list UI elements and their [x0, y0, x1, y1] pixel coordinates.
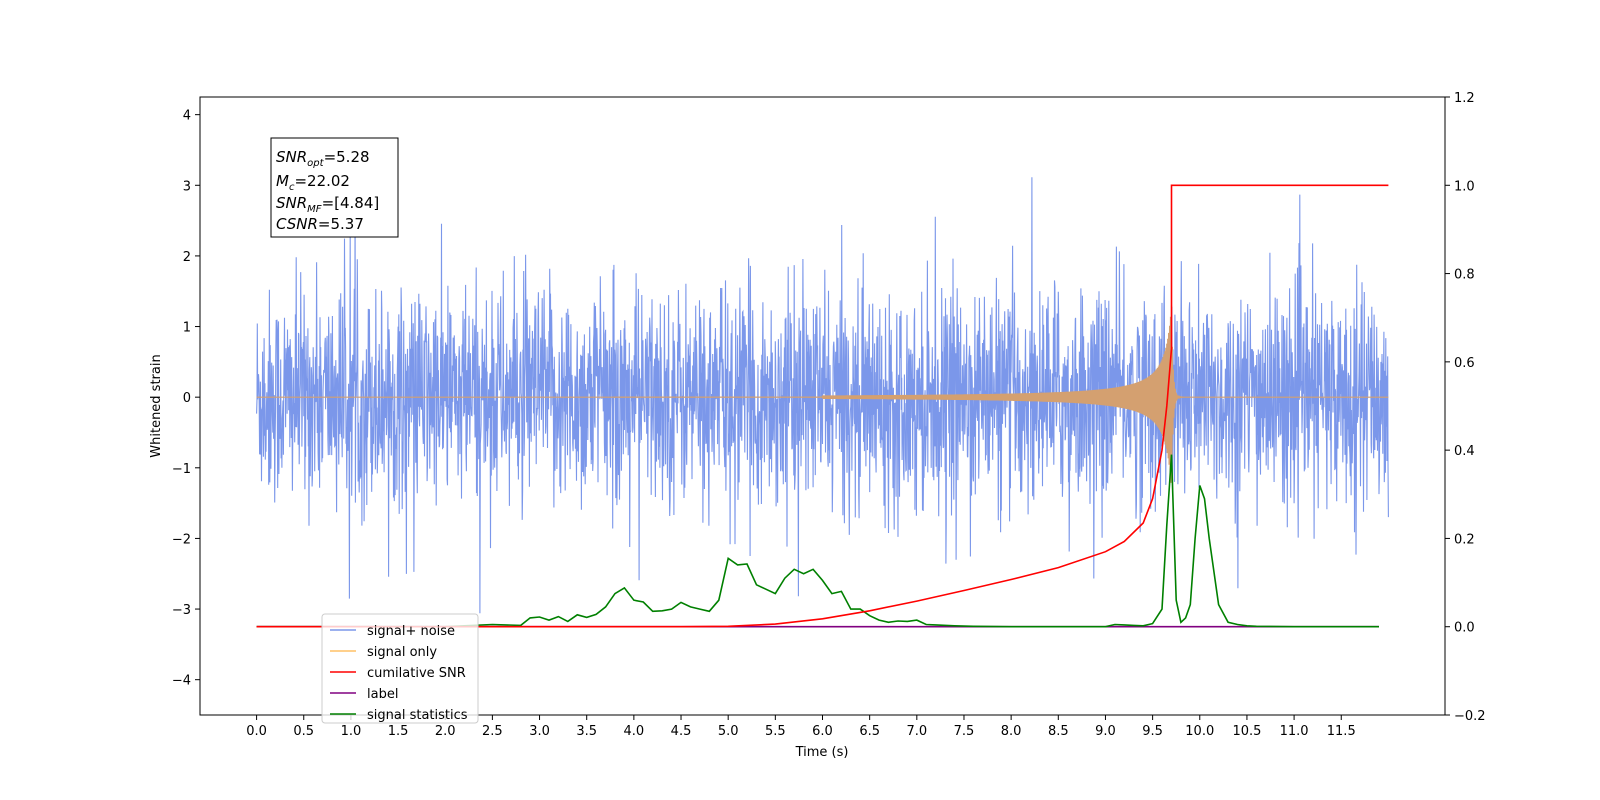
x-tick-label: 9.5 [1142, 724, 1163, 739]
y2-tick-label: 0.0 [1454, 621, 1475, 636]
x-tick-label: 8.5 [1048, 724, 1069, 739]
x-tick-label: 1.0 [341, 724, 362, 739]
x-axis: 0.0 0.5 1.0 1.5 2.0 2.5 3.0 3.5 4.0 4.5 5.0 5.5 6.0 6… [246, 715, 1356, 739]
y2-tick-label: 0.6 [1454, 356, 1475, 371]
series-signal-only [256, 305, 1389, 483]
x-tick-label: 2.5 [482, 724, 503, 739]
x-tick-label: 9.0 [1095, 724, 1116, 739]
x-tick-label: 7.5 [954, 724, 975, 739]
annotation-snr-opt: SNRopt=5.28 [276, 148, 370, 169]
series-signal-noise [256, 177, 1389, 614]
legend-entry: signal statistics [367, 708, 468, 723]
y-tick-label: 0 [183, 391, 191, 406]
x-tick-label: 11.0 [1280, 724, 1309, 739]
y-axis-right: 1.2 1.0 0.8 0.6 0.4 0.2 0.0 −0.2 [1445, 91, 1486, 724]
plot-area [256, 177, 1389, 628]
x-tick-label: 3.5 [576, 724, 597, 739]
annotation-mc: Mc=22.02 [276, 172, 350, 193]
x-tick-label: 10.0 [1185, 724, 1214, 739]
x-tick-label: 4.5 [671, 724, 692, 739]
legend-entry: signal+ noise [367, 624, 455, 639]
x-tick-label: 7.0 [906, 724, 927, 739]
y2-tick-label: 0.2 [1454, 532, 1475, 547]
y-tick-label: −1 [172, 462, 191, 477]
y2-tick-label: 1.0 [1454, 179, 1475, 194]
y-axis-left: 4 3 2 1 0 −1 −2 −3 −4 [172, 109, 200, 689]
x-tick-label: 10.5 [1232, 724, 1261, 739]
legend-entry: signal only [367, 645, 437, 660]
annotation-box: SNRopt=5.28 Mc=22.02 SNRMF=[4.84] CSNR=5… [270, 137, 399, 238]
y2-tick-label: 0.8 [1454, 268, 1475, 283]
y-tick-label: −2 [172, 532, 191, 547]
legend-entry: label [367, 687, 398, 702]
x-tick-label: 1.5 [388, 724, 409, 739]
x-tick-label: 6.5 [859, 724, 880, 739]
x-tick-label: 2.0 [435, 724, 456, 739]
y2-tick-label: 0.4 [1454, 444, 1475, 459]
series-cumulative-snr [256, 184, 1389, 628]
x-tick-label: 4.0 [624, 724, 645, 739]
x-tick-label: 0.0 [246, 724, 267, 739]
x-tick-label: 6.0 [812, 724, 833, 739]
x-tick-label: 11.5 [1327, 724, 1356, 739]
legend-entry: cumilative SNR [367, 666, 466, 681]
y-tick-label: 1 [183, 321, 191, 336]
x-tick-label: 5.5 [765, 724, 786, 739]
series-signal-statistics [256, 454, 1379, 628]
x-tick-label: 3.0 [529, 724, 550, 739]
x-tick-label: 5.0 [718, 724, 739, 739]
annotation-csnr: CSNR=5.37 [276, 215, 364, 233]
y-tick-label: −3 [172, 603, 191, 618]
y-axis-label: Whitened strain [149, 354, 164, 457]
y2-tick-label: −0.2 [1454, 709, 1486, 724]
y-tick-label: 3 [183, 179, 191, 194]
legend: signal+ noise signal only cumilative SNR la… [321, 613, 479, 724]
x-tick-label: 0.5 [293, 724, 314, 739]
x-axis-label: Time (s) [795, 745, 849, 760]
y-tick-label: −4 [172, 674, 191, 689]
annotation-snr-mf: SNRMF=[4.84] [276, 194, 379, 215]
y-tick-label: 4 [183, 109, 191, 124]
y2-tick-label: 1.2 [1454, 91, 1475, 106]
x-tick-label: 8.0 [1001, 724, 1022, 739]
y-tick-label: 2 [183, 250, 191, 265]
